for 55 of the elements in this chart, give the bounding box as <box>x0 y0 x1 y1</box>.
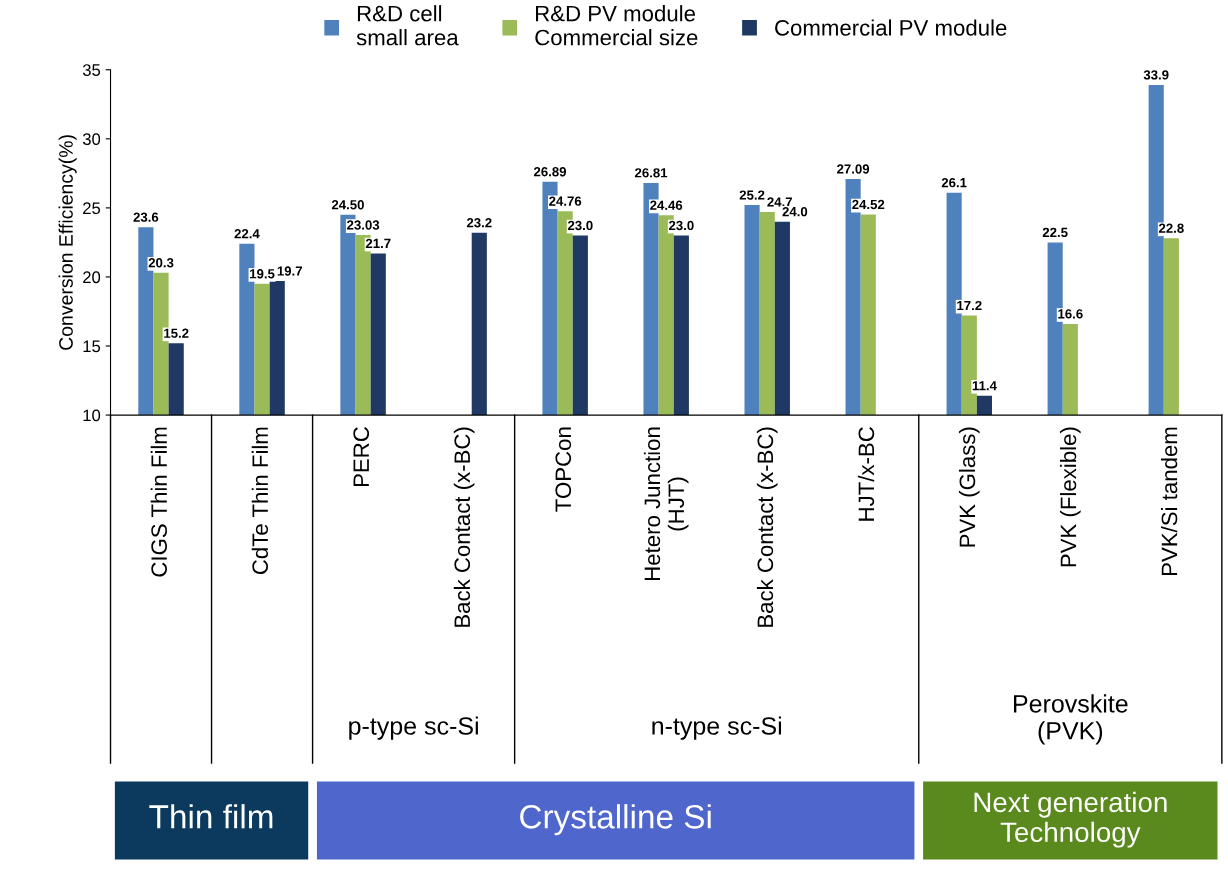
data-label: 19.5 <box>250 269 275 279</box>
data-label: 33.9 <box>1143 70 1169 80</box>
data-label: 25.2 <box>739 190 765 200</box>
x-tick-label: PVK (Glass) <box>958 427 980 547</box>
data-label: 26.81 <box>634 168 668 178</box>
data-label: 15.2 <box>164 328 189 338</box>
y-tick-label: 25 <box>83 202 101 215</box>
y-tick-label: 15 <box>83 340 101 353</box>
data-label: 26.89 <box>533 167 567 177</box>
x-tick-label: Back Contact (x-BC) <box>756 427 778 627</box>
text: Perovskite (PVK) <box>1014 694 1128 745</box>
data-label: 24.52 <box>852 199 885 210</box>
x-tick-label: CdTe Thin Film <box>251 427 269 575</box>
text: p-type sc-Si <box>349 716 478 740</box>
y-tick-label: 20 <box>83 271 101 284</box>
x-tick-label: HJT/x-BC <box>857 427 875 521</box>
data-label: 27.09 <box>837 164 870 174</box>
data-label: 24.50 <box>331 200 364 210</box>
data-label: 23.03 <box>347 220 380 230</box>
legend-label: Commercial PV module <box>775 19 1007 36</box>
x-tick-label: CIGS Thin Film <box>150 427 167 577</box>
y-axis-title: Conversion Efficiency(%) <box>58 135 77 350</box>
data-label: 19.7 <box>277 266 302 276</box>
data-label: 22.4 <box>234 229 260 239</box>
data-label: 23.0 <box>668 220 694 231</box>
x-tick-label: Hetero Junction (HJT) <box>643 427 689 580</box>
data-label: 21.7 <box>365 238 391 248</box>
x-tick-label: TOPCon <box>555 427 572 512</box>
data-label: 24.46 <box>650 200 683 210</box>
text: Next generation Technology <box>974 791 1167 848</box>
data-label: 16.6 <box>1058 309 1083 319</box>
y-tick-label: 35 <box>82 64 101 76</box>
data-label: 26.1 <box>941 177 967 188</box>
data-label: 24.76 <box>549 196 582 206</box>
legend-label: R&D cell small area <box>356 5 459 46</box>
x-tick-label: PERC <box>353 427 370 487</box>
data-label: 24.7 <box>767 197 792 207</box>
data-label: 17.2 <box>957 300 982 311</box>
x-tick-label: PVK/Si tandem <box>1160 427 1178 576</box>
data-label: 22.8 <box>1158 223 1184 233</box>
legend-label: R&D PV module Commercial size <box>535 5 698 46</box>
text: Thin film <box>149 804 273 829</box>
x-tick-label: PVK (Flexible) <box>1059 427 1081 567</box>
y-tick-label: 30 <box>82 133 101 146</box>
data-label: 20.3 <box>148 258 174 268</box>
data-label: 11.4 <box>972 381 997 391</box>
data-label: 22.5 <box>1042 227 1068 238</box>
y-tick-label: 10 <box>83 409 101 422</box>
data-label: 23.0 <box>567 220 593 231</box>
data-label: 23.2 <box>466 218 492 228</box>
text: n-type sc-Si <box>652 716 782 740</box>
data-label: 24.0 <box>782 206 808 217</box>
data-label: 23.6 <box>133 212 159 222</box>
text: Crystalline Si <box>520 804 711 836</box>
x-tick-label: Back Contact (x-BC) <box>453 427 475 627</box>
